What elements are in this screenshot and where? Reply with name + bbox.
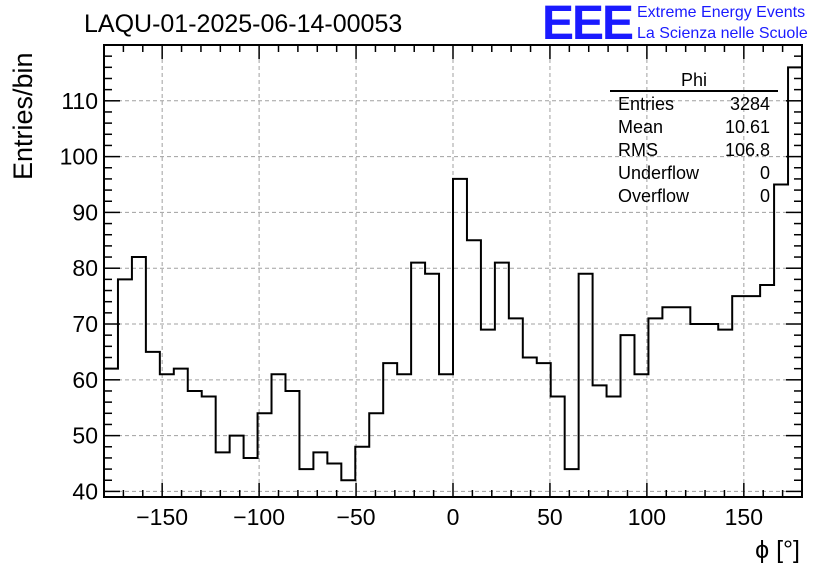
y-tick-label: 110: [61, 88, 98, 114]
x-tick-label: −100: [233, 504, 285, 530]
y-axis: 40 50 60 70 80 90 100 110: [60, 55, 802, 504]
stats-value: 0: [759, 163, 770, 183]
stats-box: Phi Entries 3284 Mean 10.61 RMS 106.8 Un…: [610, 70, 778, 208]
x-tick-label: −150: [136, 504, 188, 530]
stats-key: Mean: [618, 117, 664, 137]
y-tick-label: 70: [72, 311, 98, 337]
eee-logo: EEE: [542, 0, 634, 50]
stats-value: 3284: [729, 94, 770, 114]
x-tick-label: 50: [537, 504, 563, 530]
stats-key: Entries: [618, 94, 675, 114]
stats-row-underflow: Underflow 0: [610, 162, 778, 185]
stats-title: Phi: [610, 70, 778, 92]
stats-row-overflow: Overflow 0: [610, 185, 778, 208]
stats-value: 0: [759, 186, 770, 206]
stats-value: 106.8: [724, 140, 770, 160]
stats-key: Overflow: [618, 186, 690, 206]
y-tick-label: 90: [72, 199, 98, 225]
logo-tagline-2: La Scienza nelle Scuole: [637, 25, 808, 42]
x-axis: −150 −100 −50 0 50 100 150: [122, 45, 784, 530]
y-tick-label: 80: [72, 255, 98, 281]
stats-value: 10.61: [724, 117, 770, 137]
y-tick-label: 50: [72, 423, 98, 449]
x-tick-label: −50: [337, 504, 376, 530]
x-tick-label: 150: [725, 504, 763, 530]
y-axis-label: Entries/bin: [8, 52, 38, 180]
x-axis-label: ϕ [°]: [755, 536, 800, 564]
histogram-series: [104, 66, 802, 482]
stats-key: RMS: [618, 140, 658, 160]
stats-row-rms: RMS 106.8: [610, 139, 778, 162]
stats-row-entries: Entries 3284: [610, 93, 778, 116]
stats-key: Underflow: [618, 163, 700, 183]
y-tick-label: 100: [60, 144, 98, 170]
y-tick-label: 40: [72, 478, 98, 504]
x-tick-label: 0: [447, 504, 460, 530]
logo-tagline-1: Extreme Energy Events: [637, 4, 806, 21]
stats-row-mean: Mean 10.61: [610, 116, 778, 139]
chart-title: LAQU-01-2025-06-14-00053: [84, 10, 403, 38]
x-tick-label: 100: [628, 504, 666, 530]
y-tick-label: 60: [72, 367, 98, 393]
